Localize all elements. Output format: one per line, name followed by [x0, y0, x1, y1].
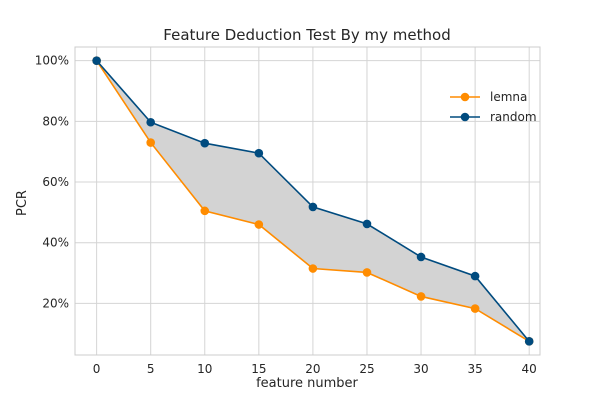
chart-title: Feature Deduction Test By my method [163, 26, 450, 44]
data-point-random [470, 271, 480, 281]
data-point-lemna [470, 304, 480, 313]
plot-frame [74, 46, 541, 356]
legend: lemna random [450, 90, 537, 124]
data-point-lemna [200, 206, 210, 216]
data-point-random [362, 219, 372, 229]
x-tick-label: 15 [251, 362, 266, 376]
y-tick-label: 60% [42, 175, 69, 189]
x-axis-label: feature number [256, 376, 358, 391]
x-tick-label: 10 [197, 362, 212, 376]
data-point-random [200, 138, 210, 148]
x-tick-label: 5 [147, 362, 155, 376]
legend-marker-random [460, 112, 470, 122]
x-tick-label: 35 [467, 362, 482, 376]
y-tick-label: 80% [42, 114, 69, 128]
fill-between-area [96, 60, 530, 342]
x-tick-label: 20 [305, 362, 320, 376]
y-tick-label: 20% [42, 296, 69, 310]
data-point-random [146, 117, 155, 127]
legend-marker-lemna [460, 92, 470, 102]
legend-label-lemna: lemna [490, 90, 527, 104]
legend-label-random: random [490, 110, 537, 124]
data-point-lemna [416, 292, 426, 301]
x-tick-label: 25 [359, 362, 374, 376]
y-tick-label: 40% [42, 236, 69, 250]
data-point-random [92, 56, 101, 65]
data-point-random [416, 252, 426, 262]
data-point-random [254, 148, 264, 158]
y-axis-label: PCR [15, 190, 30, 216]
data-point-lemna [362, 268, 372, 277]
plot-area: 0 5 10 15 20 25 30 35 40 20% 40% 60% 80% 100% [35, 46, 541, 376]
data-point-random [524, 337, 534, 346]
data-point-random [308, 202, 318, 212]
x-tick-label: 30 [413, 362, 428, 376]
data-point-lemna [146, 138, 155, 147]
x-tick-label: 0 [93, 362, 101, 376]
x-tick-label: 40 [522, 362, 537, 376]
data-point-lemna [308, 264, 318, 273]
y-tick-label: 100% [35, 54, 69, 68]
data-point-lemna [254, 220, 264, 229]
